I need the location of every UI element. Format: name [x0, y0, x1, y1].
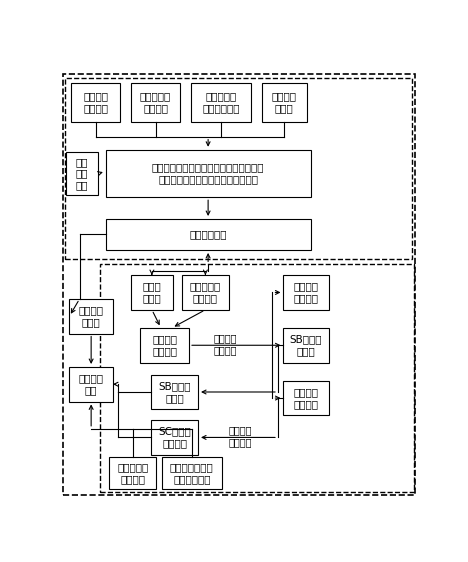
Text: 电价、燃料
成本数据: 电价、燃料 成本数据: [140, 91, 171, 113]
FancyBboxPatch shape: [284, 380, 329, 415]
FancyBboxPatch shape: [131, 83, 180, 121]
Text: 实时调度优化目
标和约束条件: 实时调度优化目 标和约束条件: [170, 463, 214, 484]
FancyBboxPatch shape: [284, 328, 329, 362]
Text: 电价和燃料
成本数据: 电价和燃料 成本数据: [117, 463, 148, 484]
Text: 等效负荷
实时数据: 等效负荷 实时数据: [152, 334, 177, 356]
Text: 可中断负
荷数据: 可中断负 荷数据: [272, 91, 297, 113]
FancyBboxPatch shape: [131, 275, 173, 310]
Text: 负荷实
时数据: 负荷实 时数据: [143, 282, 161, 303]
Text: 日前计划
调整量: 日前计划 调整量: [79, 306, 103, 327]
Text: SB二次调
整功率: SB二次调 整功率: [158, 381, 191, 403]
Text: 风机、光伏
实时数据: 风机、光伏 实时数据: [190, 282, 221, 303]
Text: 滤波后的
波动功率: 滤波后的 波动功率: [293, 387, 319, 409]
FancyBboxPatch shape: [191, 83, 251, 121]
Text: SB一次调
整功率: SB一次调 整功率: [290, 334, 322, 356]
FancyBboxPatch shape: [262, 83, 307, 121]
FancyBboxPatch shape: [66, 152, 98, 195]
FancyBboxPatch shape: [106, 219, 311, 250]
FancyBboxPatch shape: [106, 149, 311, 197]
Text: 日前调度计划: 日前调度计划: [190, 229, 227, 239]
FancyBboxPatch shape: [151, 420, 198, 455]
Text: 实时优化
调度: 实时优化 调度: [79, 373, 103, 395]
FancyBboxPatch shape: [71, 83, 120, 121]
Text: 等效负荷
期望输出: 等效负荷 期望输出: [293, 282, 319, 303]
Text: 一阶低通
滤波算法: 一阶低通 滤波算法: [213, 334, 237, 355]
Text: 滑动平均
滤波方法: 滑动平均 滤波方法: [229, 425, 252, 447]
FancyBboxPatch shape: [140, 328, 189, 362]
Text: 日前优化目
标、约束条件: 日前优化目 标、约束条件: [202, 91, 240, 113]
Text: 风机光伏
预测出力: 风机光伏 预测出力: [83, 91, 108, 113]
FancyBboxPatch shape: [110, 457, 156, 490]
FancyBboxPatch shape: [69, 367, 113, 401]
Text: SC承担的
波动功率: SC承担的 波动功率: [158, 427, 191, 448]
Text: 优化燃料电池和储能系统有功无功出力，
确定联络线交互功率以及负荷中断量: 优化燃料电池和储能系统有功无功出力， 确定联络线交互功率以及负荷中断量: [152, 162, 264, 184]
Text: 负荷
预测
数据: 负荷 预测 数据: [76, 157, 88, 190]
FancyBboxPatch shape: [182, 275, 229, 310]
FancyBboxPatch shape: [69, 299, 113, 334]
FancyBboxPatch shape: [284, 275, 329, 310]
FancyBboxPatch shape: [151, 375, 198, 409]
FancyBboxPatch shape: [162, 457, 222, 490]
